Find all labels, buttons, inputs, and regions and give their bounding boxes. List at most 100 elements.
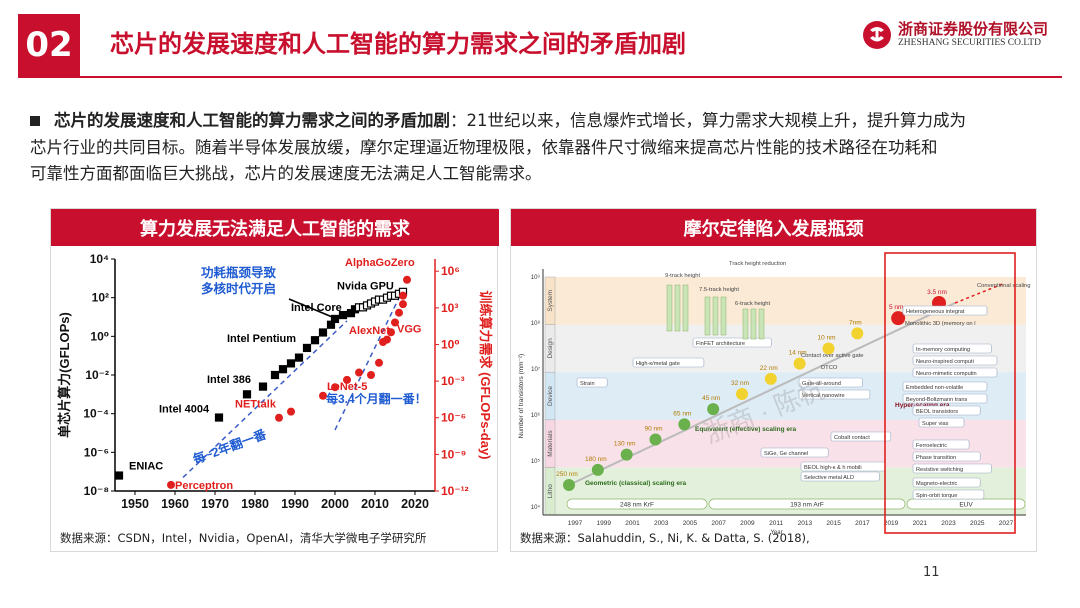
technology-tag <box>912 367 998 378</box>
page-title: 芯片的发展速度和人工智能的算力需求之间的矛盾加剧 <box>110 30 686 58</box>
track-cell-icon <box>704 296 711 336</box>
point-label: Intel Pentium <box>227 333 296 345</box>
technology-tag-label: Magneto-electric <box>916 481 958 487</box>
technology-tag-label: Gate-all-around <box>802 381 841 387</box>
y-tick-label: 10⁻⁸ <box>84 484 109 498</box>
technology-tag <box>800 471 880 482</box>
band-label: Device <box>547 386 554 406</box>
cpu-compute-point <box>214 413 224 422</box>
point-label: Intel Core <box>291 302 342 314</box>
y2-tick-label: 10⁻³ <box>441 374 465 388</box>
process-node-label: 45 nm <box>702 395 720 402</box>
page-number: 11 <box>923 565 940 580</box>
technology-tag-label: Neuro-mimetic computin <box>916 371 977 377</box>
technology-note: Track height reduction <box>729 261 786 267</box>
band-label: Litho <box>547 484 554 498</box>
process-node-dot <box>736 388 748 400</box>
left-chart-panel: 算力发展无法满足人工智能的需求 1950 1960 1970 1980 1990 2000… <box>50 208 499 552</box>
technology-tag-label: High-κ/metal gate <box>636 361 680 367</box>
y2-tick-label: 10⁶ <box>441 264 460 278</box>
y2-tick-label: 10⁻⁶ <box>441 411 466 425</box>
process-node-dot <box>707 403 720 416</box>
y-axis-label: 单芯片算力(GFLOPs) <box>57 312 72 438</box>
y2-axis-label: 训练算力需求 (GFLOPs-day) <box>478 290 493 459</box>
y-tick-label: 10⁰ <box>90 329 109 343</box>
x-tick-label: 2020 <box>401 497 429 511</box>
technology-tag-label: BEOL high-κ & h mobili <box>804 465 862 471</box>
ai-demand-point <box>383 335 391 344</box>
track-cell-icon <box>720 296 727 336</box>
process-node-dot <box>851 327 864 340</box>
process-node-label: 5 nm <box>889 304 903 311</box>
litho-pill <box>708 498 906 510</box>
bullet-lead: 芯片的发展速度和人工智能的算力需求之间的矛盾加剧 <box>54 111 450 130</box>
right-x-tick-label: 2023 <box>941 520 956 527</box>
technology-tag-label: Vertical nanowire <box>802 393 845 399</box>
cpu-compute-point <box>242 390 252 399</box>
right-panel-header: 摩尔定律陷入发展瓶颈 <box>511 209 1036 246</box>
right-x-axis-label: Year <box>771 530 783 536</box>
cpu-compute-point <box>114 471 124 480</box>
process-node-dot <box>793 357 806 370</box>
ai-demand-point <box>399 291 407 300</box>
ai-demand-point <box>287 407 295 416</box>
technology-tag <box>912 343 992 354</box>
point-label: LeNet-5 <box>327 381 367 393</box>
ai-demand-point <box>167 480 175 489</box>
brand-name-cn: 浙商证券股份有限公司 <box>898 20 1049 38</box>
bullet-paragraph: 芯片的发展速度和人工智能的算力需求之间的矛盾加剧：21世纪以来，信息爆炸式增长，… <box>30 108 1055 188</box>
y2-tick-label: 10³ <box>441 301 458 315</box>
technology-tag <box>632 357 705 368</box>
process-node-label: 130 nm <box>614 441 636 448</box>
technology-tag <box>912 355 998 366</box>
band-label: Materials <box>547 430 554 457</box>
process-node-label: 3.5 nm <box>927 289 947 296</box>
process-node-dot <box>822 342 835 355</box>
x-tick-label: 1970 <box>201 497 229 511</box>
litho-label: 248 nm KrF <box>620 502 654 509</box>
process-node-dot <box>678 418 691 431</box>
ai-demand-point <box>331 383 339 392</box>
era-band <box>555 277 1026 325</box>
technology-tag <box>902 305 988 316</box>
process-node-dot <box>764 372 777 385</box>
y2-tick-label: 10⁰ <box>441 337 460 351</box>
right-x-tick-label: 2003 <box>654 520 669 527</box>
trend-2yr-line <box>182 320 348 479</box>
process-node-label: 7nm <box>849 319 862 326</box>
technology-note: 6-track height <box>735 301 771 307</box>
technology-tag-label: Ferroelectric <box>916 443 947 449</box>
cpu-compute-point <box>302 343 312 353</box>
cpu-compute-point <box>294 353 304 362</box>
right-y-tick-label: 10⁹ <box>531 274 541 281</box>
cpu-compute-point <box>318 328 328 337</box>
litho-label: 193 nm ArF <box>790 502 824 509</box>
technology-tag <box>798 377 863 388</box>
technology-tag <box>692 337 772 348</box>
ai-demand-point <box>275 413 283 422</box>
litho-pill <box>566 498 708 510</box>
process-node-dot <box>591 463 604 476</box>
technology-note: 9-track height <box>665 273 701 279</box>
right-y-tick-label: 10⁷ <box>531 366 540 373</box>
cpu-compute-point <box>258 382 268 391</box>
header-divider <box>18 76 1062 78</box>
right-x-tick-label: 2015 <box>826 520 841 527</box>
band-label: Design <box>547 338 554 359</box>
technology-tag-label: Super vias <box>922 421 949 427</box>
cpu-compute-point <box>310 336 320 345</box>
compute-scatter-chart: 1950 1960 1970 1980 1990 2000 2010 2020 10⁻⁸ 10⁻⁶… <box>57 252 493 511</box>
technology-note: 7.5-track height <box>699 287 739 293</box>
process-node-dot <box>649 433 662 446</box>
technology-tag-label: Cobalt contact <box>834 435 870 441</box>
x-tick-label: 2010 <box>361 497 389 511</box>
band-tab <box>544 276 556 325</box>
technology-tag-label: Embedded non-volatile <box>906 385 963 391</box>
technology-tag <box>912 405 981 416</box>
brand-name-en: ZHESHANG SECURITIES CO.LTD <box>898 38 1041 48</box>
technology-tag-label: Phase transition <box>916 455 956 461</box>
point-label: Perceptron <box>175 480 233 492</box>
technology-tag <box>918 417 965 428</box>
left-panel-header: 算力发展无法满足人工智能的需求 <box>51 209 499 246</box>
future-trend-line <box>954 282 1006 304</box>
